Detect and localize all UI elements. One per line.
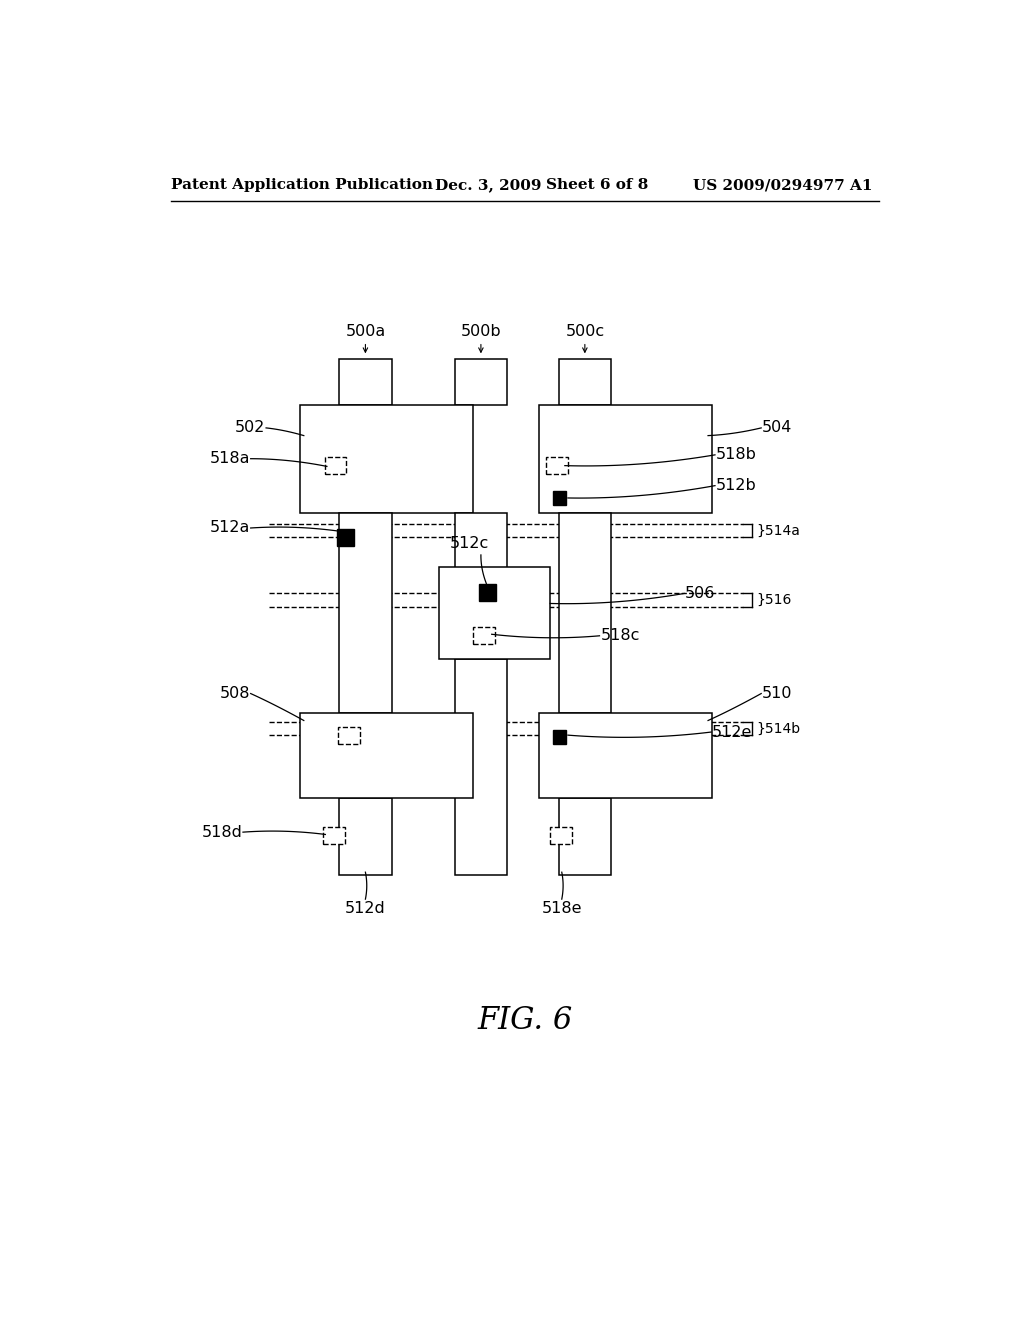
Bar [339, 726, 360, 743]
Bar [539, 713, 712, 797]
Bar [539, 405, 712, 512]
Bar [323, 826, 345, 843]
Text: FIG. 6: FIG. 6 [477, 1006, 572, 1036]
Bar [479, 585, 497, 601]
Text: 518a: 518a [210, 451, 250, 466]
Bar [559, 359, 611, 405]
Bar [473, 627, 495, 644]
Text: 504: 504 [762, 420, 793, 436]
Text: 502: 502 [234, 420, 265, 436]
Bar [550, 826, 571, 843]
Text: }514b: }514b [756, 722, 800, 735]
Text: 518c: 518c [600, 628, 640, 643]
Bar [300, 405, 473, 512]
Text: Patent Application Publication: Patent Application Publication [171, 178, 432, 193]
Text: 500c: 500c [565, 325, 604, 339]
Text: 518e: 518e [542, 902, 582, 916]
Text: 518d: 518d [202, 825, 243, 840]
Bar [553, 491, 566, 506]
Bar [337, 529, 354, 545]
Text: 512c: 512c [450, 536, 489, 552]
Bar [339, 359, 391, 405]
Bar [339, 512, 391, 713]
Text: 512e: 512e [712, 725, 753, 739]
Text: 508: 508 [219, 686, 250, 701]
Text: 512d: 512d [345, 902, 386, 916]
Bar [559, 797, 611, 875]
Text: 512b: 512b [716, 478, 757, 494]
Bar [455, 512, 507, 659]
Bar [300, 713, 473, 797]
Text: 506: 506 [685, 586, 716, 601]
Bar [553, 730, 566, 743]
Text: 518b: 518b [716, 447, 757, 462]
Bar [559, 512, 611, 713]
Text: }516: }516 [756, 593, 792, 607]
Bar [438, 566, 550, 659]
Bar [325, 457, 346, 474]
Bar [455, 659, 507, 875]
Text: 510: 510 [762, 686, 793, 701]
Text: 500a: 500a [345, 325, 385, 339]
Text: 500b: 500b [461, 325, 501, 339]
Bar [455, 359, 507, 405]
Text: 512a: 512a [210, 520, 250, 536]
Text: Sheet 6 of 8: Sheet 6 of 8 [547, 178, 649, 193]
Bar [547, 457, 568, 474]
Text: US 2009/0294977 A1: US 2009/0294977 A1 [692, 178, 872, 193]
Text: }514a: }514a [756, 524, 800, 537]
Text: Dec. 3, 2009: Dec. 3, 2009 [435, 178, 542, 193]
Bar [339, 797, 391, 875]
